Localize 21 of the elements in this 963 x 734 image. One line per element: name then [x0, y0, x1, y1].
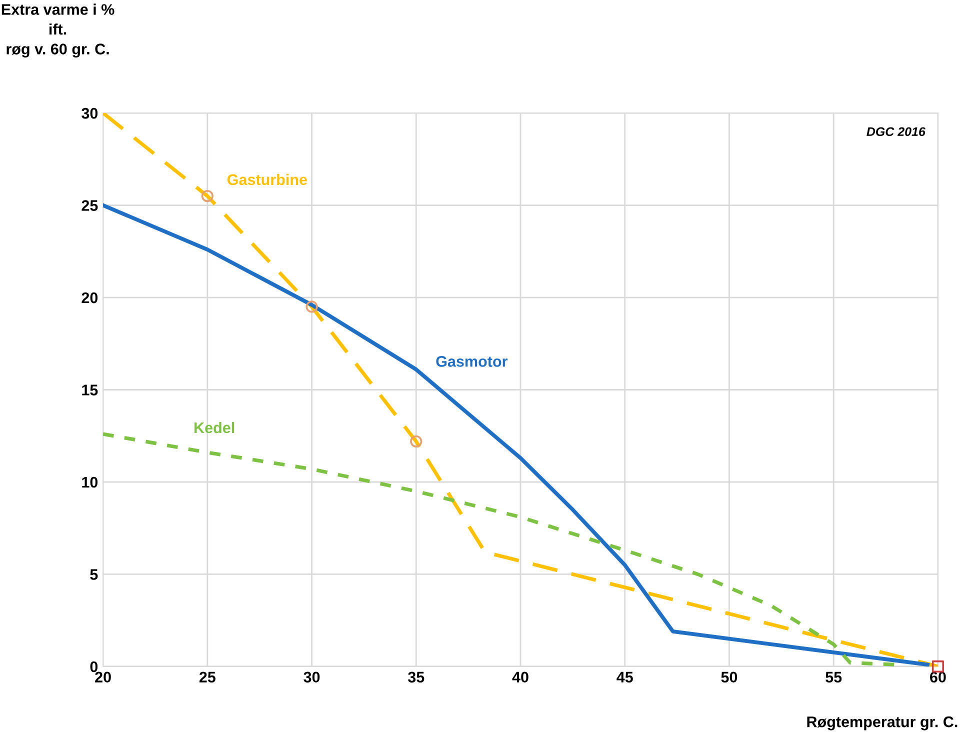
- series-label: Gasturbine: [227, 174, 307, 186]
- y-tick-label: 20: [82, 292, 98, 304]
- series-label: Gasmotor: [436, 356, 508, 367]
- annotation: DGC 2016: [866, 127, 926, 136]
- y-tick-label: 25: [82, 200, 98, 211]
- x-tick-label: 55: [826, 672, 842, 683]
- x-tick-label: 50: [721, 672, 738, 683]
- x-tick-label: 45: [616, 672, 633, 683]
- y-tick-label: 0: [90, 661, 98, 672]
- y-tick-label: 10: [82, 476, 98, 488]
- y-tick-label: 30: [82, 108, 98, 119]
- y-tick-label: 5: [90, 569, 98, 580]
- x-tick-label: 60: [930, 672, 946, 683]
- x-axis-title: Røgtemperatur gr. C.: [807, 716, 958, 730]
- x-tick-label: 25: [199, 672, 216, 683]
- y-tick-label: 15: [82, 384, 98, 396]
- x-tick-label: 40: [512, 672, 528, 683]
- x-tick-label: 30: [304, 672, 320, 683]
- series-label: Kedel: [194, 422, 234, 434]
- y-axis-title: Extra varme i % ift. røg v. 60 gr. C.: [2, 4, 114, 58]
- x-tick-label: 35: [408, 672, 424, 683]
